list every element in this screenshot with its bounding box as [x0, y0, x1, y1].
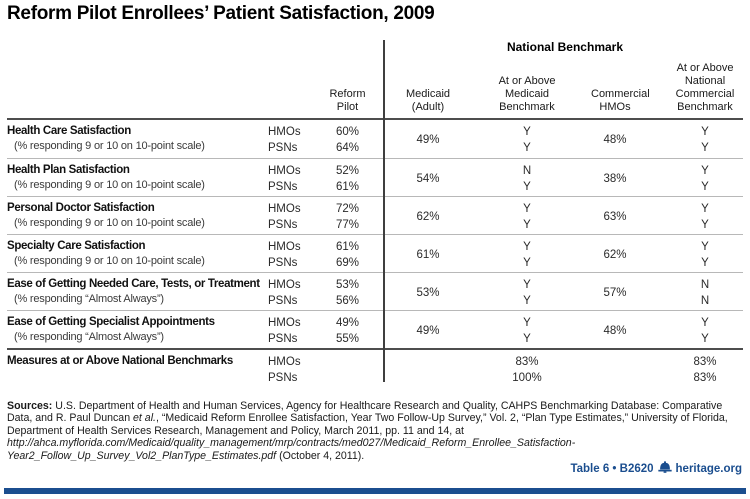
vertical-divider-line: [383, 40, 385, 382]
commercial-value: 63%: [603, 211, 627, 223]
column-header-reform-pilot: Reform Pilot: [329, 88, 366, 113]
commercial-benchmark-flags: Y Y: [701, 126, 709, 154]
sources-note: Sources: U.S. Department of Health and H…: [7, 400, 728, 462]
medicaid-value: [393, 354, 463, 386]
reform-pilot-values: [317, 354, 378, 390]
sources-label: Sources:: [7, 400, 53, 412]
commercial-benchmark-values: 83% 83%: [693, 356, 717, 384]
column-header-commercial-hmos: Commercial HMOs: [591, 88, 650, 113]
medicaid-benchmark-flags: Y Y: [523, 317, 531, 345]
row-sublabel: (% responding 9 or 10 on 10-point scale): [14, 179, 205, 191]
satisfaction-table: Health Care Satisfaction (% responding 9…: [7, 118, 743, 390]
reform-pilot-values: 60% 64%: [335, 126, 360, 154]
column-header-medicaid: Medicaid (Adult): [405, 88, 451, 113]
medicaid-benchmark-flags: Y Y: [523, 203, 531, 231]
medicaid-value: 53%: [416, 287, 440, 299]
column-header-commercial-benchmark: At or Above National Commercial Benchmar…: [675, 62, 735, 113]
commercial-value: 48%: [603, 325, 627, 337]
row-label: Health Care Satisfaction: [7, 125, 131, 137]
row-label: Health Plan Satisfaction: [7, 164, 130, 176]
table-row-specialty-care: Specialty Care Satisfaction (% respondin…: [7, 234, 743, 272]
plan-type-cell: HMOs PSNs: [268, 356, 301, 384]
column-spacer: [378, 114, 393, 118]
row-label: Measures at or Above National Benchmarks: [7, 355, 233, 367]
plan-type-cell: HMOs PSNs: [268, 279, 301, 307]
commercial-benchmark-flags: N N: [700, 279, 710, 307]
medicaid-value: 49%: [416, 325, 440, 337]
plan-type-cell: HMOs PSNs: [268, 165, 301, 193]
row-sublabel: (% responding “Almost Always”): [14, 331, 164, 343]
plan-type-cell: HMOs PSNs: [268, 203, 301, 231]
bottom-accent-bar: [4, 488, 746, 494]
footer-credit: Table 6 • B2620 heritage.org: [570, 461, 742, 476]
heritage-org-link[interactable]: heritage.org: [675, 462, 742, 475]
table-row-specialist-appointments: Ease of Getting Specialist Appointments …: [7, 310, 743, 348]
commercial-benchmark-flags: Y Y: [701, 165, 709, 193]
commercial-value: [591, 354, 639, 386]
medicaid-benchmark-flags: Y Y: [523, 279, 531, 307]
reform-pilot-values: 49% 55%: [335, 317, 360, 345]
commercial-value: 48%: [603, 134, 627, 146]
commercial-value: 62%: [603, 249, 627, 261]
commercial-benchmark-flags: Y Y: [701, 317, 709, 345]
row-sublabel: (% responding 9 or 10 on 10-point scale): [14, 255, 205, 267]
table-header: National Benchmark Reform Pilot Medicaid…: [7, 38, 743, 118]
row-sublabel: (% responding 9 or 10 on 10-point scale): [14, 217, 205, 229]
column-spacer: [639, 114, 667, 118]
row-label: Ease of Getting Specialist Appointments: [7, 316, 215, 328]
national-benchmark-header: National Benchmark: [506, 40, 624, 54]
medicaid-benchmark-flags: Y Y: [523, 126, 531, 154]
medicaid-value: 54%: [416, 173, 440, 185]
table-reference: Table 6 • B2620: [570, 462, 654, 475]
medicaid-benchmark-flags: N Y: [522, 165, 532, 193]
row-sublabel: (% responding “Almost Always”): [14, 293, 164, 305]
medicaid-benchmark-flags: Y Y: [523, 241, 531, 269]
column-header-empty-label: [7, 114, 268, 118]
row-label: Specialty Care Satisfaction: [7, 240, 146, 252]
medicaid-value: 49%: [416, 134, 440, 146]
column-header-medicaid-benchmark: At or Above Medicaid Benchmark: [498, 75, 556, 113]
table-row-personal-doctor: Personal Doctor Satisfaction (% respondi…: [7, 196, 743, 234]
reform-pilot-values: 61% 69%: [335, 241, 360, 269]
reform-pilot-values: 72% 77%: [335, 203, 360, 231]
plan-type-cell: HMOs PSNs: [268, 317, 301, 345]
commercial-benchmark-flags: Y Y: [701, 241, 709, 269]
plan-type-cell: HMOs PSNs: [268, 126, 301, 154]
column-header-empty-plan: [268, 114, 317, 118]
heritage-bell-icon: [657, 461, 672, 476]
row-sublabel: (% responding 9 or 10 on 10-point scale): [14, 140, 205, 152]
plan-type-cell: HMOs PSNs: [268, 241, 301, 269]
et-al: et al.: [133, 412, 156, 425]
table-row-summary-benchmarks: Measures at or Above National Benchmarks…: [7, 348, 743, 390]
medicaid-value: 61%: [416, 249, 440, 261]
table-row-health-care: Health Care Satisfaction (% responding 9…: [7, 120, 743, 158]
commercial-value: 38%: [603, 173, 627, 185]
table-row-needed-care: Ease of Getting Needed Care, Tests, or T…: [7, 272, 743, 310]
commercial-value: 57%: [603, 287, 627, 299]
row-label: Personal Doctor Satisfaction: [7, 202, 155, 214]
page-title: Reform Pilot Enrollees’ Patient Satisfac…: [7, 3, 435, 24]
reform-pilot-values: 53% 56%: [335, 279, 360, 307]
row-label: Ease of Getting Needed Care, Tests, or T…: [7, 278, 260, 290]
commercial-benchmark-flags: Y Y: [701, 203, 709, 231]
reform-pilot-values: 52% 61%: [335, 165, 360, 193]
table-row-health-plan: Health Plan Satisfaction (% responding 9…: [7, 158, 743, 196]
medicaid-value: 62%: [416, 211, 440, 223]
source-url-link[interactable]: http://ahca.myflorida.com/Medicaid/quali…: [7, 437, 576, 462]
medicaid-benchmark-values: 83% 100%: [512, 356, 542, 384]
